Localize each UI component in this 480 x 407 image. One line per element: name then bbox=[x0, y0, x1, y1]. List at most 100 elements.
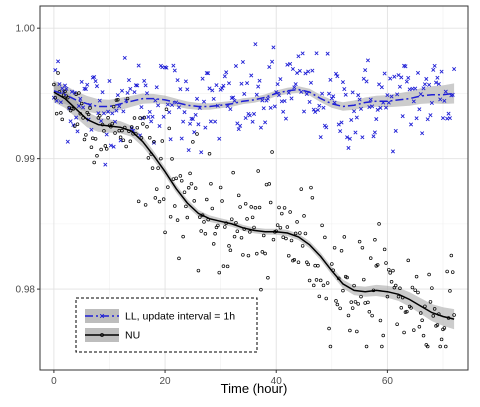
ll-point-stroke bbox=[306, 69, 311, 74]
ll-point-stroke bbox=[83, 86, 88, 92]
nu-point bbox=[268, 200, 273, 205]
nu-point bbox=[148, 136, 152, 140]
ll-point bbox=[69, 89, 74, 94]
ll-point-stroke bbox=[125, 90, 130, 95]
ll-point bbox=[56, 59, 61, 64]
ll-point-stroke bbox=[320, 91, 325, 96]
nu-point bbox=[395, 322, 399, 326]
ll-point bbox=[371, 134, 376, 139]
ll-point bbox=[317, 103, 322, 108]
ll-point-stroke bbox=[74, 115, 79, 120]
nu-point bbox=[263, 251, 267, 256]
nu-point bbox=[211, 242, 216, 246]
ll-point bbox=[232, 98, 237, 103]
ll-point bbox=[400, 114, 405, 119]
ll-point bbox=[228, 107, 233, 112]
ll-point bbox=[281, 109, 286, 114]
ll-point bbox=[211, 96, 216, 101]
nu-point bbox=[271, 237, 276, 242]
ll-point-stroke bbox=[307, 99, 312, 104]
ll-point-stroke bbox=[243, 115, 248, 121]
nu-point bbox=[448, 289, 452, 293]
nu-point bbox=[182, 190, 187, 194]
nu-point bbox=[150, 166, 155, 170]
ll-point-stroke bbox=[302, 109, 307, 114]
ll-point bbox=[165, 102, 170, 107]
ll-point-stroke bbox=[435, 75, 440, 80]
nu-point bbox=[398, 286, 402, 291]
ll-point bbox=[256, 84, 261, 89]
ll-point bbox=[119, 88, 125, 93]
ll-point-stroke bbox=[118, 138, 123, 143]
ll-point-stroke bbox=[113, 119, 118, 124]
ll-point bbox=[179, 136, 184, 141]
ll-point bbox=[247, 113, 252, 118]
ll-point-stroke bbox=[393, 128, 398, 133]
nu-point bbox=[79, 101, 84, 106]
ll-point-stroke bbox=[336, 122, 341, 127]
ll-point bbox=[424, 76, 429, 81]
ll-point-stroke bbox=[222, 74, 227, 79]
ll-point bbox=[364, 79, 369, 84]
nu-point bbox=[352, 283, 356, 288]
ll-point bbox=[249, 73, 254, 78]
ll-point bbox=[417, 107, 422, 112]
ll-point bbox=[315, 107, 320, 112]
ll-point-stroke bbox=[97, 98, 102, 103]
ll-point bbox=[222, 74, 227, 79]
ll-point bbox=[183, 79, 188, 84]
ll-point-stroke bbox=[349, 117, 354, 123]
nu-point bbox=[310, 195, 315, 200]
nu-point bbox=[339, 249, 344, 253]
nu-point bbox=[312, 283, 316, 288]
ll-point-stroke bbox=[411, 99, 416, 104]
ll-point-stroke bbox=[236, 127, 241, 132]
nu-point bbox=[381, 333, 385, 338]
ll-point-stroke bbox=[256, 84, 261, 89]
ll-point-stroke bbox=[353, 130, 358, 135]
ll-point bbox=[89, 127, 94, 132]
ll-point-stroke bbox=[226, 81, 232, 86]
ll-point-stroke bbox=[450, 92, 455, 97]
ll-point bbox=[169, 102, 175, 107]
ll-point bbox=[427, 82, 432, 87]
ll-point-stroke bbox=[340, 80, 345, 85]
ll-point bbox=[443, 89, 448, 94]
nu-point bbox=[179, 178, 184, 183]
ll-point-stroke bbox=[290, 66, 295, 71]
ll-point bbox=[251, 111, 257, 116]
ll-point-stroke bbox=[71, 122, 76, 128]
ll-point-stroke bbox=[185, 87, 190, 92]
x-tick-label: 20 bbox=[160, 376, 172, 387]
nu-point bbox=[421, 333, 426, 338]
ll-point bbox=[233, 63, 238, 68]
nu-confidence-band bbox=[53, 82, 455, 330]
ll-point bbox=[231, 95, 236, 100]
nu-point bbox=[321, 283, 326, 288]
nu-point bbox=[192, 199, 196, 203]
ll-point bbox=[195, 96, 200, 101]
ll-point bbox=[189, 116, 194, 121]
ll-point bbox=[432, 63, 437, 68]
nu-point bbox=[332, 245, 337, 250]
nu-point bbox=[328, 344, 333, 349]
nu-point bbox=[207, 152, 212, 156]
ll-point bbox=[425, 117, 430, 122]
ll-point-stroke bbox=[414, 116, 419, 121]
ll-point bbox=[386, 100, 391, 105]
ll-point bbox=[282, 99, 287, 104]
nu-point bbox=[410, 285, 415, 290]
ll-point-stroke bbox=[278, 77, 283, 82]
ll-point-stroke bbox=[374, 117, 379, 122]
nu-point bbox=[154, 187, 159, 191]
nu-point bbox=[388, 271, 392, 275]
ll-point-stroke bbox=[72, 90, 77, 95]
ll-point-stroke bbox=[388, 76, 393, 81]
nu-point bbox=[286, 253, 291, 258]
ll-point-stroke bbox=[432, 63, 437, 68]
ll-point bbox=[242, 91, 247, 96]
nu-point bbox=[367, 310, 372, 314]
ll-point-stroke bbox=[221, 83, 226, 88]
ll-point bbox=[392, 74, 397, 79]
